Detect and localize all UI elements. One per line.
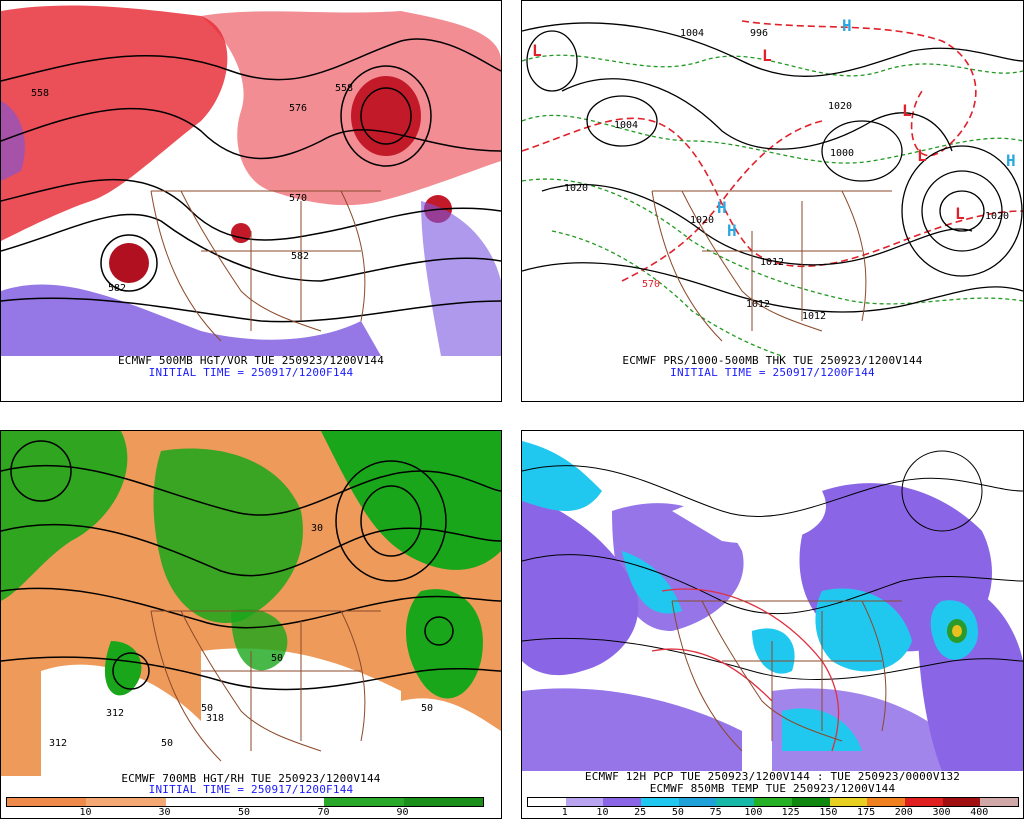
colorbar-tick: 150 — [819, 807, 838, 818]
low-symbol: L — [955, 204, 965, 223]
contour-label: 558 — [335, 83, 353, 94]
contour-label: 576 — [289, 103, 307, 114]
rh-label: 50 — [421, 703, 433, 714]
isobar-label: 1020 — [985, 211, 1009, 222]
isobar-label: 1012 — [802, 311, 826, 322]
contour-label: 582 — [108, 283, 126, 294]
low-symbol: L — [762, 46, 772, 65]
isobar-label: 1020 — [564, 183, 588, 194]
panel-title: ECMWF 700MB HGT/RH TUE 250923/1200V144 — [121, 772, 381, 785]
isobar-label: 1012 — [746, 299, 770, 310]
panel-500mb-hgt-vor: 558 576 558 570 582 582 ECMWF 500MB HGT/… — [0, 0, 502, 402]
colorbar-tick: 125 — [781, 807, 800, 818]
colorbar-tick: 400 — [970, 807, 989, 818]
panel-title: ECMWF 12H PCP TUE 250923/1200V144 : TUE … — [584, 770, 961, 783]
rh-colorbar-ticks: 10 30 50 70 90 — [6, 807, 482, 818]
rh-label: 50 — [201, 703, 213, 714]
isobar-label: 1000 — [830, 148, 854, 159]
initial-time: INITIAL TIME = 250917/1200F144 — [670, 366, 875, 379]
high-symbol: H — [842, 16, 852, 35]
low-symbol: L — [917, 146, 927, 165]
contour-label: 312 — [106, 708, 124, 719]
panel-prs-thickness: 1004 996 1004 1020 1020 1012 1012 1012 1… — [521, 0, 1024, 402]
rh-colorbar — [6, 797, 484, 807]
pcp-colorbar — [527, 797, 1019, 807]
colorbar-tick: 50 — [671, 807, 684, 818]
isobar-label: 1020 — [690, 215, 714, 226]
colorbar-tick: 10 — [79, 807, 92, 818]
colorbar-tick: 90 — [396, 807, 409, 818]
colorbar-tick: 300 — [932, 807, 951, 818]
contour-label: 318 — [206, 713, 224, 724]
pcp-colorbar-ticks: 1 10 25 50 75 100 125 150 175 200 300 40… — [527, 807, 1017, 818]
colorbar-tick: 25 — [634, 807, 647, 818]
map-500mb: 558 576 558 570 582 582 — [1, 1, 501, 356]
map-12h-pcp — [522, 431, 1023, 771]
isobar-label: 1004 — [614, 120, 638, 131]
panel-12h-pcp: ECMWF 12H PCP TUE 250923/1200V144 : TUE … — [521, 430, 1024, 819]
low-symbol: L — [532, 41, 542, 60]
initial-time: INITIAL TIME = 250917/1200F144 — [148, 366, 354, 379]
initial-time: INITIAL TIME = 250917/1200F144 — [148, 783, 354, 796]
map-prs-thk: 1004 996 1004 1020 1020 1012 1012 1012 1… — [522, 1, 1023, 357]
colorbar-tick: 30 — [158, 807, 171, 818]
panel-700mb-hgt-rh: 312 312 50 50 30 50 318 50 ECMWF 700MB H… — [0, 430, 502, 819]
map-700mb: 312 312 50 50 30 50 318 50 — [1, 431, 501, 776]
isobar-label: 996 — [750, 28, 768, 39]
rh-label: 50 — [161, 738, 173, 749]
high-symbol: H — [717, 198, 727, 217]
low-symbol: L — [902, 101, 912, 120]
colorbar-tick: 70 — [317, 807, 330, 818]
colorbar-tick: 200 — [894, 807, 913, 818]
colorbar-tick: 1 — [561, 807, 568, 818]
rh-label: 50 — [271, 653, 283, 664]
isobar-label: 1004 — [680, 28, 704, 39]
panel-title: ECMWF 500MB HGT/VOR TUE 250923/1200V144 — [117, 354, 385, 367]
colorbar-tick: 175 — [857, 807, 876, 818]
colorbar-tick: 10 — [596, 807, 609, 818]
thickness-label: 570 — [642, 279, 660, 290]
contour-label: 582 — [291, 251, 309, 262]
isobar-label: 1012 — [760, 257, 784, 268]
contour-label: 312 — [49, 738, 67, 749]
panel-subtitle: ECMWF 850MB TEMP TUE 250923/1200V144 — [649, 782, 896, 795]
contour-label: 558 — [31, 88, 49, 99]
contour-label: 570 — [289, 193, 307, 204]
rh-label: 30 — [311, 523, 323, 534]
colorbar-tick: 100 — [744, 807, 763, 818]
high-symbol: H — [1006, 151, 1016, 170]
colorbar-tick: 50 — [237, 807, 251, 818]
high-symbol: H — [727, 221, 737, 240]
panel-title: ECMWF PRS/1000-500MB THK TUE 250923/1200… — [622, 354, 923, 367]
isobar-label: 1020 — [828, 101, 852, 112]
colorbar-tick: 75 — [709, 807, 722, 818]
